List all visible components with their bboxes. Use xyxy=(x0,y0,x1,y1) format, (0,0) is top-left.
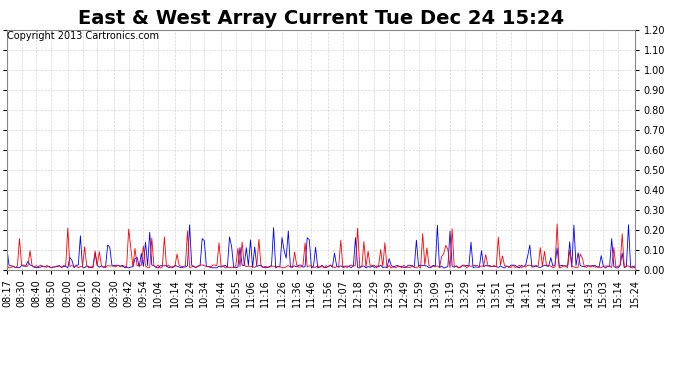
East Array (DC Amps) xyxy=(574,251,582,255)
East Array (DC Amps) xyxy=(534,265,542,269)
East Array (DC Amps) xyxy=(631,266,639,270)
Text: Copyright 2013 Cartronics.com: Copyright 2013 Cartronics.com xyxy=(7,32,159,41)
West Array (DC Amps) xyxy=(375,263,383,268)
East Array (DC Amps) xyxy=(624,222,633,227)
West Array (DC Amps) xyxy=(377,247,385,252)
West Array (DC Amps) xyxy=(3,263,11,268)
West Array (DC Amps) xyxy=(629,266,637,270)
West Array (DC Amps) xyxy=(387,266,395,270)
West Array (DC Amps) xyxy=(631,264,639,268)
East Array (DC Amps) xyxy=(3,246,11,250)
East Array (DC Amps) xyxy=(375,265,383,269)
East Array (DC Amps) xyxy=(387,263,395,268)
West Array (DC Amps) xyxy=(5,266,13,270)
West Array (DC Amps) xyxy=(553,222,561,226)
West Array (DC Amps) xyxy=(574,265,582,269)
East Array (DC Amps) xyxy=(440,266,448,270)
Title: East & West Array Current Tue Dec 24 15:24: East & West Array Current Tue Dec 24 15:… xyxy=(78,9,564,28)
East Array (DC Amps) xyxy=(377,263,385,267)
Line: West Array (DC Amps): West Array (DC Amps) xyxy=(7,224,635,268)
Line: East Array (DC Amps): East Array (DC Amps) xyxy=(7,225,635,268)
West Array (DC Amps) xyxy=(532,264,540,269)
East Array (DC Amps) xyxy=(5,263,13,267)
